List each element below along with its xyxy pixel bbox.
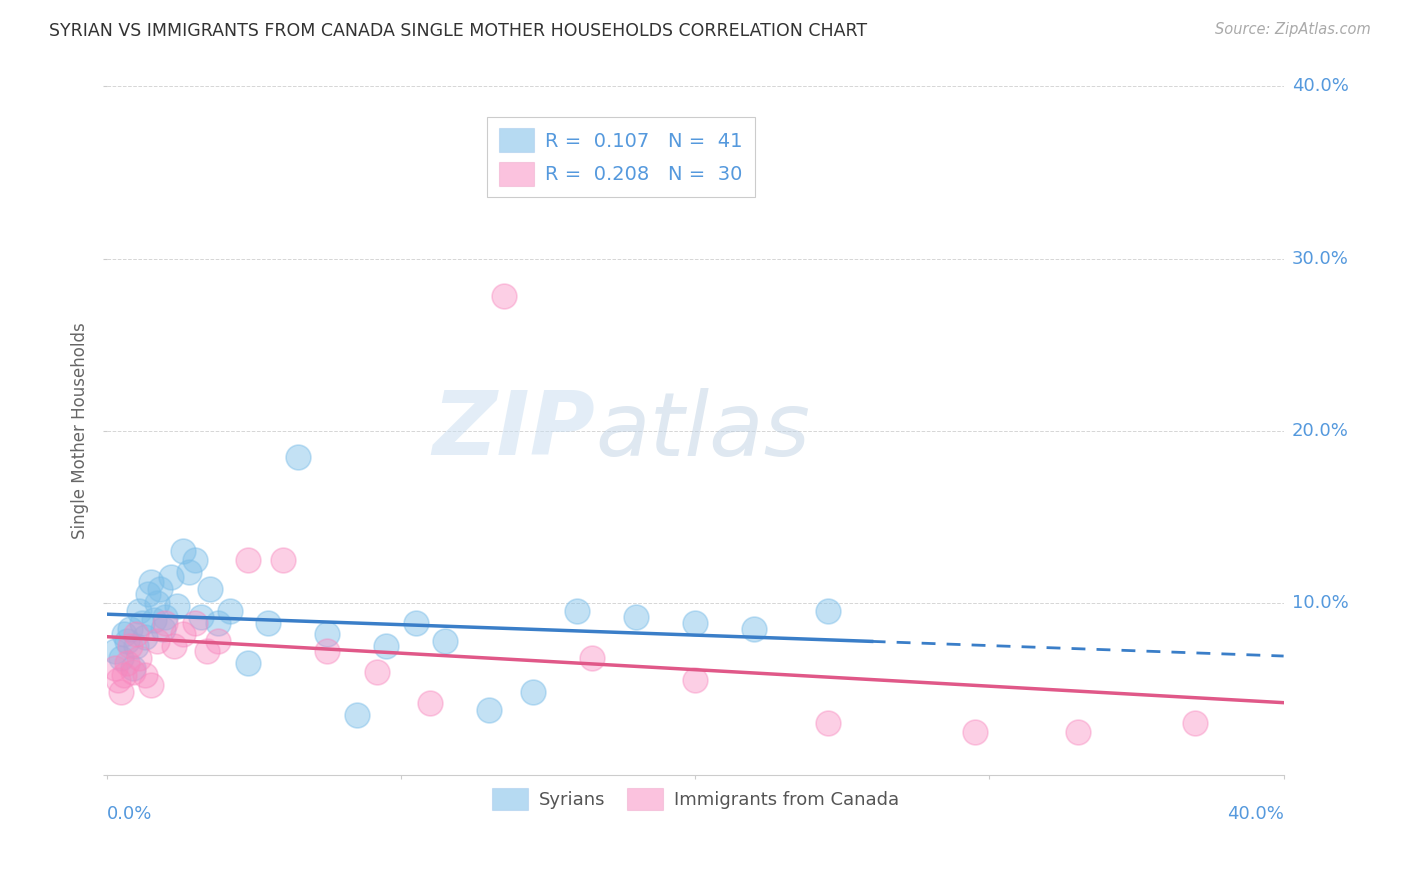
Point	[567, 604, 589, 618]
Point	[817, 604, 839, 618]
Point	[492, 289, 515, 303]
Text: ZIP: ZIP	[432, 387, 595, 475]
Point	[104, 644, 127, 658]
Point	[163, 639, 186, 653]
Point	[128, 651, 150, 665]
Point	[963, 725, 986, 739]
Point	[139, 575, 162, 590]
Point	[257, 616, 280, 631]
Point	[112, 627, 135, 641]
Point	[742, 622, 765, 636]
Point	[219, 604, 242, 618]
Point	[136, 587, 159, 601]
Text: 30.0%: 30.0%	[1292, 250, 1348, 268]
Point	[405, 616, 427, 631]
Point	[287, 450, 309, 464]
Point	[198, 582, 221, 596]
Point	[817, 716, 839, 731]
Point	[152, 622, 174, 636]
Text: 40.0%: 40.0%	[1227, 805, 1284, 823]
Point	[190, 609, 212, 624]
Point	[155, 609, 177, 624]
Point	[145, 633, 167, 648]
Text: 20.0%: 20.0%	[1292, 422, 1348, 440]
Point	[419, 696, 441, 710]
Point	[683, 616, 706, 631]
Point	[115, 633, 138, 648]
Point	[346, 707, 368, 722]
Point	[142, 613, 165, 627]
Point	[184, 553, 207, 567]
Point	[122, 665, 145, 679]
Legend: Syrians, Immigrants from Canada: Syrians, Immigrants from Canada	[484, 781, 905, 818]
Point	[172, 627, 194, 641]
Point	[522, 685, 544, 699]
Text: SYRIAN VS IMMIGRANTS FROM CANADA SINGLE MOTHER HOUSEHOLDS CORRELATION CHART: SYRIAN VS IMMIGRANTS FROM CANADA SINGLE …	[49, 22, 868, 40]
Point	[134, 668, 156, 682]
Point	[626, 609, 648, 624]
Point	[107, 673, 129, 688]
Point	[271, 553, 294, 567]
Point	[172, 544, 194, 558]
Point	[120, 622, 142, 636]
Text: 10.0%: 10.0%	[1292, 594, 1348, 612]
Point	[110, 651, 132, 665]
Text: 40.0%: 40.0%	[1292, 78, 1348, 95]
Point	[236, 656, 259, 670]
Text: atlas: atlas	[595, 388, 810, 474]
Point	[155, 616, 177, 631]
Point	[125, 639, 148, 653]
Y-axis label: Single Mother Households: Single Mother Households	[72, 322, 89, 539]
Point	[131, 616, 153, 631]
Point	[207, 633, 229, 648]
Point	[104, 661, 127, 675]
Point	[125, 627, 148, 641]
Point	[120, 639, 142, 653]
Point	[177, 565, 200, 579]
Point	[316, 644, 339, 658]
Point	[166, 599, 188, 614]
Point	[145, 596, 167, 610]
Point	[148, 582, 170, 596]
Text: 0.0%: 0.0%	[107, 805, 152, 823]
Point	[139, 678, 162, 692]
Point	[112, 668, 135, 682]
Point	[1184, 716, 1206, 731]
Point	[195, 644, 218, 658]
Point	[184, 616, 207, 631]
Point	[134, 630, 156, 644]
Point	[581, 651, 603, 665]
Point	[236, 553, 259, 567]
Point	[115, 656, 138, 670]
Text: Source: ZipAtlas.com: Source: ZipAtlas.com	[1215, 22, 1371, 37]
Point	[683, 673, 706, 688]
Point	[1066, 725, 1088, 739]
Point	[122, 661, 145, 675]
Point	[433, 633, 456, 648]
Point	[128, 604, 150, 618]
Point	[207, 616, 229, 631]
Point	[160, 570, 183, 584]
Point	[110, 685, 132, 699]
Point	[316, 627, 339, 641]
Point	[366, 665, 388, 679]
Point	[375, 639, 398, 653]
Point	[478, 702, 501, 716]
